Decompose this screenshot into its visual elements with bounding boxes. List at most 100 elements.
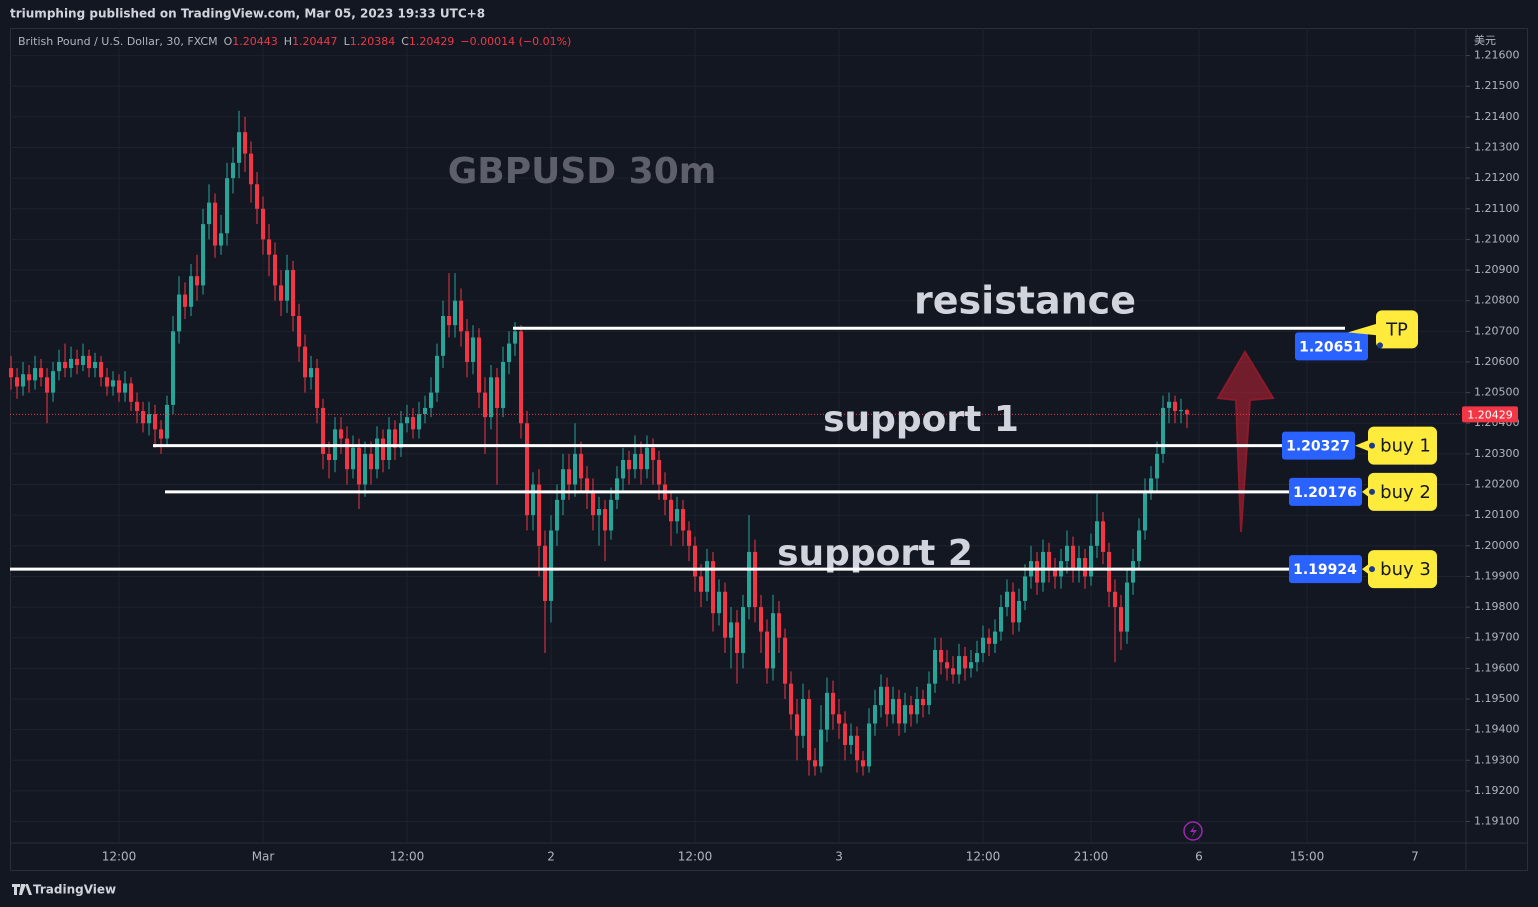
price-badge xyxy=(1295,332,1368,361)
candle-body xyxy=(1107,551,1112,592)
candle-body xyxy=(39,368,44,378)
candle-body xyxy=(987,637,992,644)
candle-body xyxy=(819,729,824,767)
candle-body xyxy=(783,637,788,684)
candle-body xyxy=(273,254,278,286)
y-tick-label: 1.19400 xyxy=(1474,723,1520,736)
candle-body xyxy=(267,239,272,255)
x-tick-label: Mar xyxy=(252,850,275,864)
candle-body xyxy=(339,429,344,439)
candle-body xyxy=(459,300,464,332)
ohlc-label: L xyxy=(344,35,351,48)
candle-body xyxy=(555,499,560,531)
candle-body xyxy=(9,368,14,378)
candle-body xyxy=(957,656,962,675)
candle-body xyxy=(1095,521,1100,546)
candle-body xyxy=(1143,490,1148,531)
candle-body xyxy=(1041,551,1046,583)
ohlc-label: C xyxy=(401,35,409,48)
callout-anchor xyxy=(1369,566,1375,573)
candle-body xyxy=(831,692,836,715)
candle-body xyxy=(15,377,20,387)
candle-body xyxy=(279,285,284,301)
currency: 美元 xyxy=(1474,34,1496,47)
candle-body xyxy=(861,760,866,767)
candle-body xyxy=(609,499,614,531)
symbol-line: British Pound / U.S. Dollar, 30, FXCM O1.… xyxy=(18,35,571,48)
candle-body xyxy=(993,631,998,644)
candle-body xyxy=(693,545,698,577)
callout-pointer xyxy=(1348,323,1378,336)
candle-body xyxy=(507,343,512,362)
candle-body xyxy=(381,438,386,461)
plot xyxy=(9,110,1190,776)
candle-body xyxy=(849,735,854,745)
candle-body xyxy=(285,270,290,301)
candle-body xyxy=(483,392,488,418)
candle-body xyxy=(297,316,302,347)
candle-body xyxy=(543,545,548,601)
candle-body xyxy=(759,607,764,632)
candle-body xyxy=(1047,551,1052,571)
candle-body xyxy=(57,361,62,372)
candle-body xyxy=(897,698,902,724)
candle-body xyxy=(441,316,446,356)
y-tick-label: 1.20200 xyxy=(1474,478,1520,491)
y-tick-label: 1.20600 xyxy=(1474,355,1520,368)
candle-body xyxy=(165,404,170,439)
y-tick-label: 1.21500 xyxy=(1474,79,1520,92)
candle-body xyxy=(117,380,122,393)
last-price-badge xyxy=(1462,406,1518,423)
symbol: British Pound / U.S. Dollar, 30, FXCM xyxy=(18,35,218,48)
event-icon[interactable] xyxy=(1183,821,1203,841)
candle-body xyxy=(525,423,530,516)
callout xyxy=(1368,426,1437,465)
callout-anchor xyxy=(1377,342,1383,349)
candle-body xyxy=(1077,558,1082,571)
candle-body xyxy=(723,591,728,638)
candle-body xyxy=(1185,410,1190,415)
candle-body xyxy=(33,368,38,381)
candle-body xyxy=(603,509,608,531)
x-tick-label: 15:00 xyxy=(1290,850,1325,864)
candle-body xyxy=(633,453,638,470)
y-tick-label: 1.21000 xyxy=(1474,232,1520,245)
candle-body xyxy=(561,469,566,500)
candle-body xyxy=(1167,401,1172,408)
y-tick-label: 1.20000 xyxy=(1474,539,1520,552)
candle-body xyxy=(1131,561,1136,583)
candle-body xyxy=(429,392,434,408)
y-tick-label: 1.21100 xyxy=(1474,202,1520,215)
candle-body xyxy=(801,698,806,736)
candle-body xyxy=(183,294,188,307)
candle-body xyxy=(1155,453,1160,479)
candle-body xyxy=(207,202,212,225)
panel-border xyxy=(10,28,1528,871)
x-tick-label: 7 xyxy=(1411,850,1419,864)
candle-body xyxy=(951,668,956,675)
candle-body xyxy=(201,224,206,286)
candle-body xyxy=(477,337,482,393)
price-badge xyxy=(1289,555,1362,584)
candle-body xyxy=(933,649,938,684)
open-value: 1.20443 xyxy=(232,35,278,48)
candle-body xyxy=(237,132,242,163)
candle-body xyxy=(45,377,50,393)
candle-body xyxy=(327,453,332,461)
candle-body xyxy=(177,294,182,332)
candle-body xyxy=(351,447,356,470)
y-tick-label: 1.20100 xyxy=(1474,508,1520,521)
candle-body xyxy=(111,380,116,387)
candle-body xyxy=(63,361,68,369)
candle-body xyxy=(249,153,254,185)
price-badge xyxy=(1282,431,1355,460)
candle-body xyxy=(1071,545,1076,571)
x-tick-label: 12:00 xyxy=(678,850,713,864)
callout-label: buy 3 xyxy=(1380,559,1431,580)
candle-body xyxy=(147,414,152,424)
y-tick-label: 1.20900 xyxy=(1474,263,1520,276)
candle-body xyxy=(879,686,884,706)
callout xyxy=(1368,550,1437,589)
